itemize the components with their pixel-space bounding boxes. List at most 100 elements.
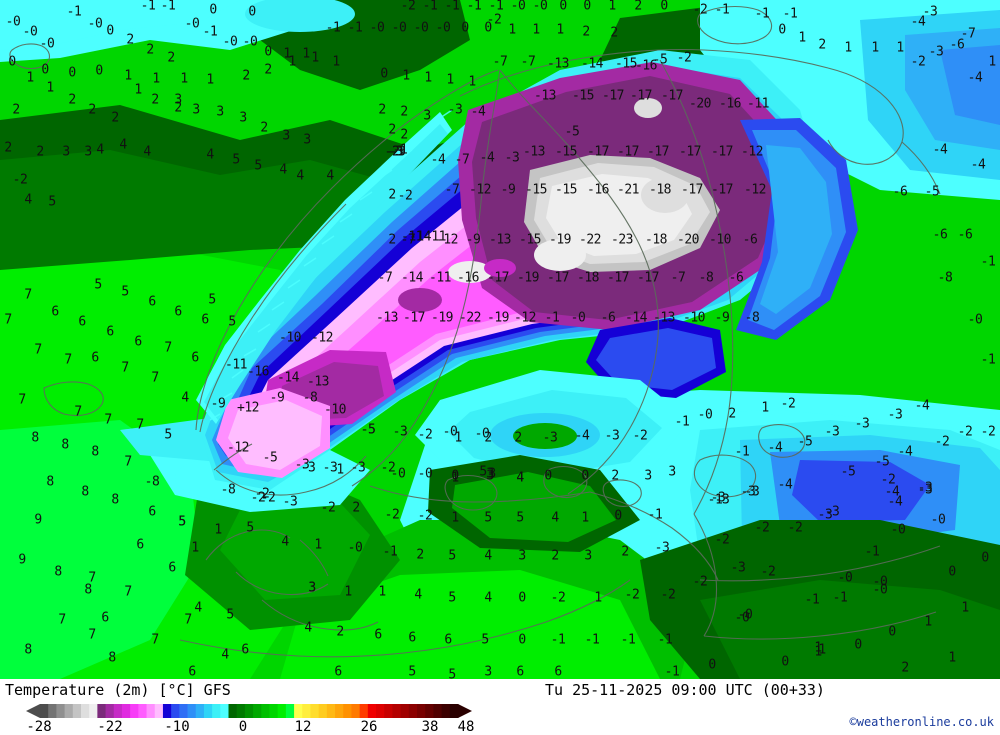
colorbar-swatch bbox=[244, 704, 254, 718]
temp-value-label: 8 bbox=[108, 650, 116, 666]
temp-value-label: 1 bbox=[608, 0, 616, 14]
temp-value-label: -2 bbox=[780, 396, 796, 412]
temp-value-label: -19 bbox=[431, 310, 453, 326]
temp-value-label: -1 bbox=[980, 352, 996, 368]
colorbar-tick: 26 bbox=[360, 719, 378, 735]
colorbar-swatch bbox=[408, 704, 418, 718]
temp-value-label: -0 bbox=[87, 16, 103, 32]
temp-value-label: 3 bbox=[216, 104, 224, 120]
temp-value-label: -7 bbox=[960, 26, 976, 42]
temp-value-label: -1 bbox=[754, 6, 770, 22]
temp-value-label: -12 bbox=[311, 330, 333, 346]
temp-value-label: 1 bbox=[761, 400, 769, 416]
temp-value-label: -11 bbox=[401, 229, 423, 245]
temp-value-label: 8 bbox=[84, 582, 92, 598]
temp-value-label: -2 bbox=[692, 574, 708, 590]
temp-value-label: 6 bbox=[134, 334, 142, 350]
colorbar-swatch bbox=[138, 704, 147, 718]
temp-value-label: 5 bbox=[246, 520, 254, 536]
temp-value-label: -2 bbox=[384, 144, 400, 160]
colorbar-tick: 48 bbox=[457, 719, 475, 735]
colorbar-swatch bbox=[48, 704, 57, 718]
temp-value-label: -0 bbox=[737, 607, 753, 623]
temp-value-label: -2 bbox=[12, 172, 28, 188]
temp-value-label: 0 bbox=[948, 564, 956, 580]
temp-value-label: -4 bbox=[914, 398, 930, 414]
temp-value-label: -2 bbox=[787, 520, 803, 536]
temp-value-label: -2 bbox=[714, 532, 730, 548]
temp-value-label: 4 bbox=[181, 390, 189, 406]
temp-value-label: -7 bbox=[492, 54, 508, 70]
temp-value-label: -2 bbox=[250, 490, 266, 506]
temp-value-label: -10 bbox=[324, 402, 346, 418]
temp-value-label: 5 bbox=[232, 152, 240, 168]
temp-value-label: 0 bbox=[248, 4, 256, 20]
temp-value-label: 5 bbox=[448, 548, 456, 564]
temp-value-label: 1 bbox=[924, 614, 932, 630]
temp-value-label: -0 bbox=[417, 466, 433, 482]
temp-value-label: -16 bbox=[719, 96, 741, 112]
temp-value-label: 1 bbox=[814, 640, 822, 656]
temp-value-label: 5 bbox=[408, 664, 416, 679]
temp-value-label: 3 bbox=[644, 468, 652, 484]
temp-value-label: 0 bbox=[264, 44, 272, 60]
temp-value-label: -2 bbox=[417, 508, 433, 524]
temp-value-label: 1 bbox=[988, 54, 996, 70]
temp-value-label: 4 bbox=[304, 620, 312, 636]
temperature-map[interactable]: -1 -1 0 0 -2 -1 -1 -1 -1 -0 -0 0 0 1 2 0 -1 -0 -1 -1 -0 -0 -0-… bbox=[0, 0, 1000, 679]
temp-value-label: -0 bbox=[5, 14, 21, 30]
temp-value-label: -0 bbox=[570, 310, 586, 326]
temp-value-label: 1 bbox=[206, 72, 214, 88]
temp-value-label: -12 bbox=[436, 232, 458, 248]
temp-value-label: 0 bbox=[781, 654, 789, 670]
temp-value-label: -7 bbox=[670, 270, 686, 286]
temp-value-label: -3 bbox=[730, 560, 746, 576]
temp-value-label: 3 bbox=[62, 144, 70, 160]
temp-value-label: -13 bbox=[307, 374, 329, 390]
temp-value-label: -0 bbox=[390, 466, 406, 482]
temp-value-label: 7 bbox=[121, 360, 129, 376]
temp-value-label: 1 bbox=[446, 72, 454, 88]
temp-value-label: -4 bbox=[932, 142, 948, 158]
temp-value-label: 1 bbox=[454, 430, 462, 446]
temp-value-label: -12 bbox=[469, 182, 491, 198]
temp-value-label: 2 bbox=[611, 468, 619, 484]
temp-value-label: 4 bbox=[484, 548, 492, 564]
temp-value-label: 1 bbox=[180, 71, 188, 87]
temp-value-label: -1 bbox=[714, 2, 730, 18]
temp-value-label: 2 bbox=[818, 37, 826, 53]
temp-value-label: -17 bbox=[547, 270, 569, 286]
temp-value-label: -4 bbox=[967, 70, 983, 86]
temp-value-label: 4 bbox=[221, 647, 229, 663]
colorbar-swatch bbox=[335, 704, 344, 718]
temp-value-label: 2 bbox=[111, 110, 119, 126]
temp-value-label: -18 bbox=[649, 182, 671, 198]
temp-value-label: 2 bbox=[260, 120, 268, 136]
temp-value-label: -2 bbox=[254, 486, 270, 502]
temp-value-label: -1 bbox=[707, 492, 723, 508]
temp-value-label: -13 bbox=[534, 88, 556, 104]
temp-value-label: 0 bbox=[68, 65, 76, 81]
temp-value-label: 1 bbox=[288, 54, 296, 70]
temp-value-label: 0 bbox=[484, 20, 492, 36]
temp-value-label: -2 bbox=[980, 424, 996, 440]
temp-value-label: -4 bbox=[430, 152, 446, 168]
temp-value-label: 7 bbox=[34, 342, 42, 358]
legend-title: Temperature (2m) [°C] GFS bbox=[5, 681, 231, 699]
temp-value-label: 1 bbox=[468, 74, 476, 90]
temp-value-label: -1 bbox=[488, 0, 504, 14]
temp-value-label: 2 bbox=[242, 68, 250, 84]
temp-value-label: -0 bbox=[435, 20, 451, 36]
temp-value-label: 5 bbox=[484, 510, 492, 526]
temp-value-label: -6 bbox=[600, 310, 616, 326]
temperature-colorbar[interactable]: -28 -22 -10 0 12 26 38 48 bbox=[0, 703, 480, 735]
colorbar-swatch bbox=[392, 704, 402, 718]
temp-value-label: -15 bbox=[555, 144, 577, 160]
colorbar-tick: -10 bbox=[164, 719, 190, 735]
temp-value-label: 2 bbox=[551, 548, 559, 564]
temp-value-label: -1 bbox=[620, 632, 636, 648]
temp-value-label: -0 bbox=[242, 34, 258, 50]
temp-value-label: 4 bbox=[279, 162, 287, 178]
temp-value-label: -7 bbox=[444, 182, 460, 198]
temp-value-label: -19 bbox=[517, 270, 539, 286]
